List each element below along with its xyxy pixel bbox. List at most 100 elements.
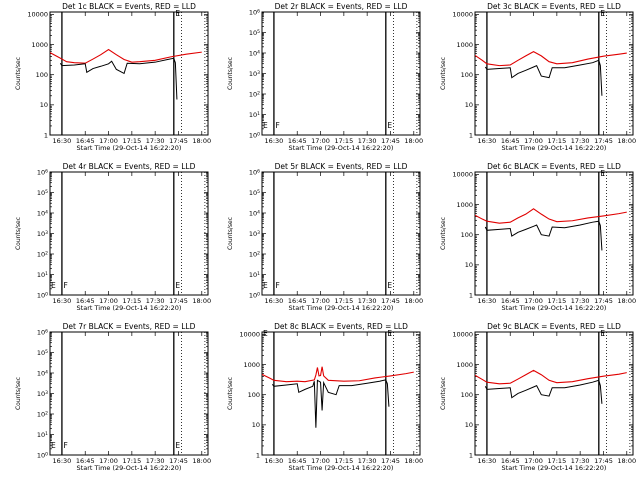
y-axis-label: Counts/sec xyxy=(15,217,22,250)
x-tick-label: 17:00 xyxy=(524,457,543,465)
y-axis-label: Counts/sec xyxy=(227,217,234,250)
panel-title: Det 8c BLACK = Events, RED = LLD xyxy=(274,322,408,331)
x-tick-label: 17:45 xyxy=(381,137,400,145)
x-tick-label: 17:00 xyxy=(99,137,118,145)
x-tick-label: 18:00 xyxy=(192,297,211,305)
x-tick-label: 17:00 xyxy=(524,137,543,145)
flag-letter-e: E xyxy=(387,121,392,130)
lld-series-line xyxy=(475,369,627,385)
events-series-line xyxy=(271,379,390,428)
flag-letter-e: E xyxy=(600,329,605,338)
y-tick-label: 106 xyxy=(249,8,260,16)
x-tick-label: 18:00 xyxy=(404,457,423,465)
x-tick-label: 16:30 xyxy=(478,137,497,145)
x-tick-label: 16:30 xyxy=(265,457,284,465)
flag-letter-e: E xyxy=(600,9,605,18)
x-tick-label: 17:15 xyxy=(122,137,141,145)
y-tick-label: 104 xyxy=(37,369,48,378)
x-tick-label: 16:45 xyxy=(76,297,95,305)
y-tick-label: 102 xyxy=(249,90,260,99)
y-tick-label: 10000 xyxy=(452,11,473,19)
y-tick-label: 106 xyxy=(37,328,48,337)
x-tick-label: 16:30 xyxy=(53,297,72,305)
y-tick-label: 101 xyxy=(249,110,260,119)
plot-frame xyxy=(474,11,634,136)
events-series-line xyxy=(484,379,603,404)
detector-panel-6: Det 6c BLACK = Events, RED = LLD 16:30 16:… xyxy=(440,162,636,312)
x-tick-label: 17:00 xyxy=(524,297,543,305)
x-tick-label: 17:30 xyxy=(146,457,165,465)
x-tick-label: 16:45 xyxy=(76,457,95,465)
x-axis-label: Start Time (29-Oct-14 16:22:20) xyxy=(289,304,394,312)
plot-frame xyxy=(49,11,209,136)
x-tick-label: 17:45 xyxy=(169,457,188,465)
y-tick-label: 1000 xyxy=(456,201,473,209)
x-tick-label: 18:00 xyxy=(617,297,636,305)
x-axis-label: Start Time (29-Oct-14 16:22:20) xyxy=(77,304,182,312)
flag-letter-f: F xyxy=(275,281,279,290)
y-axis-label: Counts/sec xyxy=(227,57,234,90)
flag-letter-e: E xyxy=(263,281,268,290)
y-tick-label: 104 xyxy=(249,49,260,58)
panel-title: Det 3c BLACK = Events, RED = LLD xyxy=(487,2,621,11)
y-tick-label: 100 xyxy=(461,71,473,79)
y-tick-label: 104 xyxy=(249,209,260,218)
detector-panel-1: Det 1c BLACK = Events, RED = LLD 16:30 16:… xyxy=(15,2,211,152)
events-series-line xyxy=(59,57,178,100)
y-tick-label: 105 xyxy=(37,188,48,197)
y-tick-label: 103 xyxy=(37,229,48,238)
plot-frame xyxy=(49,331,209,456)
plot-frame xyxy=(474,171,634,296)
panel-title: Det 1c BLACK = Events, RED = LLD xyxy=(62,2,196,11)
x-tick-label: 17:15 xyxy=(334,297,353,305)
x-tick-label: 16:30 xyxy=(53,457,72,465)
x-tick-label: 17:45 xyxy=(381,457,400,465)
x-tick-label: 17:15 xyxy=(547,297,566,305)
detector-panel-9: Det 9c BLACK = Events, RED = LLD 16:30 16:… xyxy=(440,322,636,472)
y-tick-label: 103 xyxy=(37,389,48,398)
x-tick-label: 17:00 xyxy=(311,297,330,305)
x-axis-label: Start Time (29-Oct-14 16:22:20) xyxy=(289,144,394,152)
x-tick-label: 16:45 xyxy=(288,137,307,145)
y-tick-label: 100 xyxy=(249,291,260,300)
x-tick-label: 17:45 xyxy=(594,457,613,465)
x-tick-label: 18:00 xyxy=(617,457,636,465)
y-tick-label: 104 xyxy=(37,209,48,218)
detector-panel-4: Det 4r BLACK = Events, RED = LLD 16:30 16:… xyxy=(15,162,211,312)
flag-letter-e: E xyxy=(387,329,392,338)
plot-frame xyxy=(49,171,209,296)
x-tick-label: 18:00 xyxy=(404,137,423,145)
x-tick-label: 17:30 xyxy=(146,137,165,145)
x-tick-label: 17:15 xyxy=(547,457,566,465)
y-tick-label: 100 xyxy=(461,231,473,239)
x-axis-label: Start Time (29-Oct-14 16:22:20) xyxy=(502,304,607,312)
x-tick-label: 17:30 xyxy=(358,297,377,305)
y-tick-label: 1000 xyxy=(456,41,473,49)
plot-frame xyxy=(474,331,634,456)
x-tick-label: 17:30 xyxy=(358,457,377,465)
y-axis-label: Counts/sec xyxy=(15,57,22,90)
y-tick-label: 10 xyxy=(465,261,473,269)
x-tick-label: 16:45 xyxy=(76,137,95,145)
flag-letter-e: E xyxy=(51,441,56,450)
y-tick-label: 100 xyxy=(249,131,260,140)
x-axis-label: Start Time (29-Oct-14 16:22:20) xyxy=(77,464,182,472)
detector-panel-7: Det 7r BLACK = Events, RED = LLD 16:30 16:… xyxy=(15,322,211,472)
plot-frame xyxy=(261,171,421,296)
x-tick-label: 16:30 xyxy=(265,137,284,145)
x-tick-label: 17:45 xyxy=(594,137,613,145)
x-tick-label: 16:30 xyxy=(478,457,497,465)
flag-letter-e: E xyxy=(175,281,180,290)
events-series-line xyxy=(484,59,603,96)
y-axis-label: Counts/sec xyxy=(440,377,447,410)
panel-title: Det 5r BLACK = Events, RED = LLD xyxy=(275,162,408,171)
x-tick-label: 17:30 xyxy=(571,457,590,465)
x-tick-label: 17:00 xyxy=(311,457,330,465)
x-tick-label: 16:45 xyxy=(501,137,520,145)
y-tick-label: 103 xyxy=(249,229,260,238)
y-tick-label: 102 xyxy=(37,250,48,259)
flag-letter-f: F xyxy=(63,441,67,450)
flag-letter-e: E xyxy=(263,121,268,130)
flag-letter-f: F xyxy=(63,281,67,290)
y-tick-label: 1000 xyxy=(31,41,48,49)
